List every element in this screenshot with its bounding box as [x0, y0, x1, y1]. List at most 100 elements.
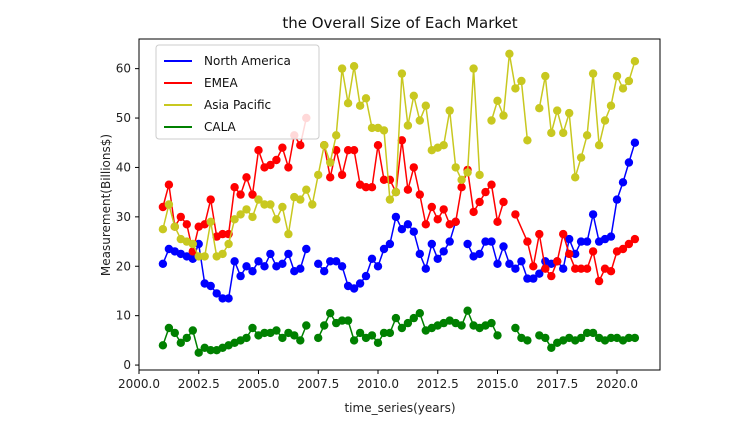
data-point: [194, 239, 203, 249]
data-point: [511, 210, 520, 219]
data-point: [158, 259, 168, 268]
data-point: [230, 215, 239, 224]
data-point: [547, 343, 556, 352]
data-point: [463, 239, 472, 249]
data-point: [320, 321, 329, 330]
series-line-segment: [162, 66, 481, 258]
data-point: [606, 232, 616, 241]
data-point: [361, 94, 371, 103]
data-point: [576, 264, 586, 273]
data-point: [612, 71, 622, 81]
data-point: [606, 333, 616, 343]
data-point: [487, 318, 496, 328]
data-point: [606, 267, 616, 276]
data-point: [475, 170, 484, 180]
data-point: [547, 128, 556, 138]
data-point: [403, 220, 413, 229]
axis-ticks: 2000.0 2002.5 2005.0 2007.5 2010.0 2012.5 2015…: [116, 62, 638, 391]
data-point: [517, 76, 526, 86]
data-point: [463, 168, 472, 177]
data-point: [373, 141, 383, 150]
data-point: [481, 187, 490, 197]
data-point: [296, 141, 305, 150]
data-point: [511, 323, 520, 333]
data-point: [523, 274, 532, 283]
data-point: [457, 175, 466, 184]
data-point: [355, 279, 365, 288]
data-point: [630, 57, 640, 66]
data-point: [272, 215, 281, 224]
data-point: [553, 257, 562, 266]
data-point: [576, 333, 586, 343]
data-point: [421, 101, 430, 110]
data-point: [176, 338, 185, 347]
data-point: [248, 323, 257, 333]
data-point: [218, 249, 227, 259]
data-point: [588, 328, 598, 338]
data-point: [164, 323, 174, 333]
data-point: [284, 249, 293, 259]
data-point: [320, 141, 329, 150]
data-point: [529, 262, 538, 271]
data-point: [260, 262, 269, 271]
data-point: [206, 346, 215, 355]
series-cala: [158, 306, 640, 357]
y-tick-label: 0: [123, 358, 131, 372]
data-point: [379, 328, 389, 338]
legend-label: EMEA: [204, 76, 239, 90]
data-point: [475, 197, 484, 207]
data-point: [612, 195, 622, 204]
data-point: [349, 284, 359, 293]
series-line-segment: [317, 214, 457, 290]
data-point: [230, 183, 239, 192]
data-point: [397, 225, 407, 234]
data-point: [296, 195, 305, 204]
data-point: [499, 111, 508, 120]
data-point: [176, 212, 185, 222]
data-point: [224, 294, 233, 303]
data-point: [499, 242, 508, 251]
data-point: [302, 321, 311, 330]
data-point: [284, 229, 293, 239]
data-point: [266, 249, 275, 259]
data-point: [158, 341, 168, 350]
legend-label: North America: [204, 54, 291, 68]
y-tick-label: 10: [116, 309, 131, 323]
data-point: [343, 146, 353, 155]
data-point: [314, 259, 323, 268]
data-point: [618, 84, 628, 93]
data-point: [224, 239, 233, 249]
data-point: [582, 131, 592, 140]
data-point: [624, 333, 634, 343]
data-point: [314, 333, 323, 343]
data-point: [278, 143, 287, 152]
data-point: [212, 289, 221, 298]
data-point: [451, 217, 460, 226]
x-tick-label: 2015.0: [476, 377, 518, 391]
data-point: [194, 348, 203, 357]
y-tick-label: 20: [116, 259, 131, 273]
data-point: [433, 215, 442, 224]
data-point: [493, 331, 502, 340]
data-point: [541, 71, 550, 81]
data-point: [600, 116, 610, 125]
data-point: [355, 101, 365, 110]
plot-layer: [158, 49, 640, 357]
data-point: [541, 264, 550, 273]
data-point: [385, 175, 395, 184]
data-point: [272, 326, 281, 335]
data-point: [343, 99, 353, 108]
data-point: [415, 116, 424, 125]
data-point: [469, 207, 478, 217]
data-point: [439, 205, 448, 214]
data-point: [296, 264, 305, 273]
data-point: [630, 138, 640, 147]
data-point: [451, 163, 460, 172]
data-point: [427, 202, 436, 212]
data-point: [188, 326, 197, 335]
data-point: [576, 153, 586, 162]
data-point: [481, 237, 490, 246]
x-tick-label: 2017.5: [536, 377, 578, 391]
data-point: [158, 225, 168, 234]
